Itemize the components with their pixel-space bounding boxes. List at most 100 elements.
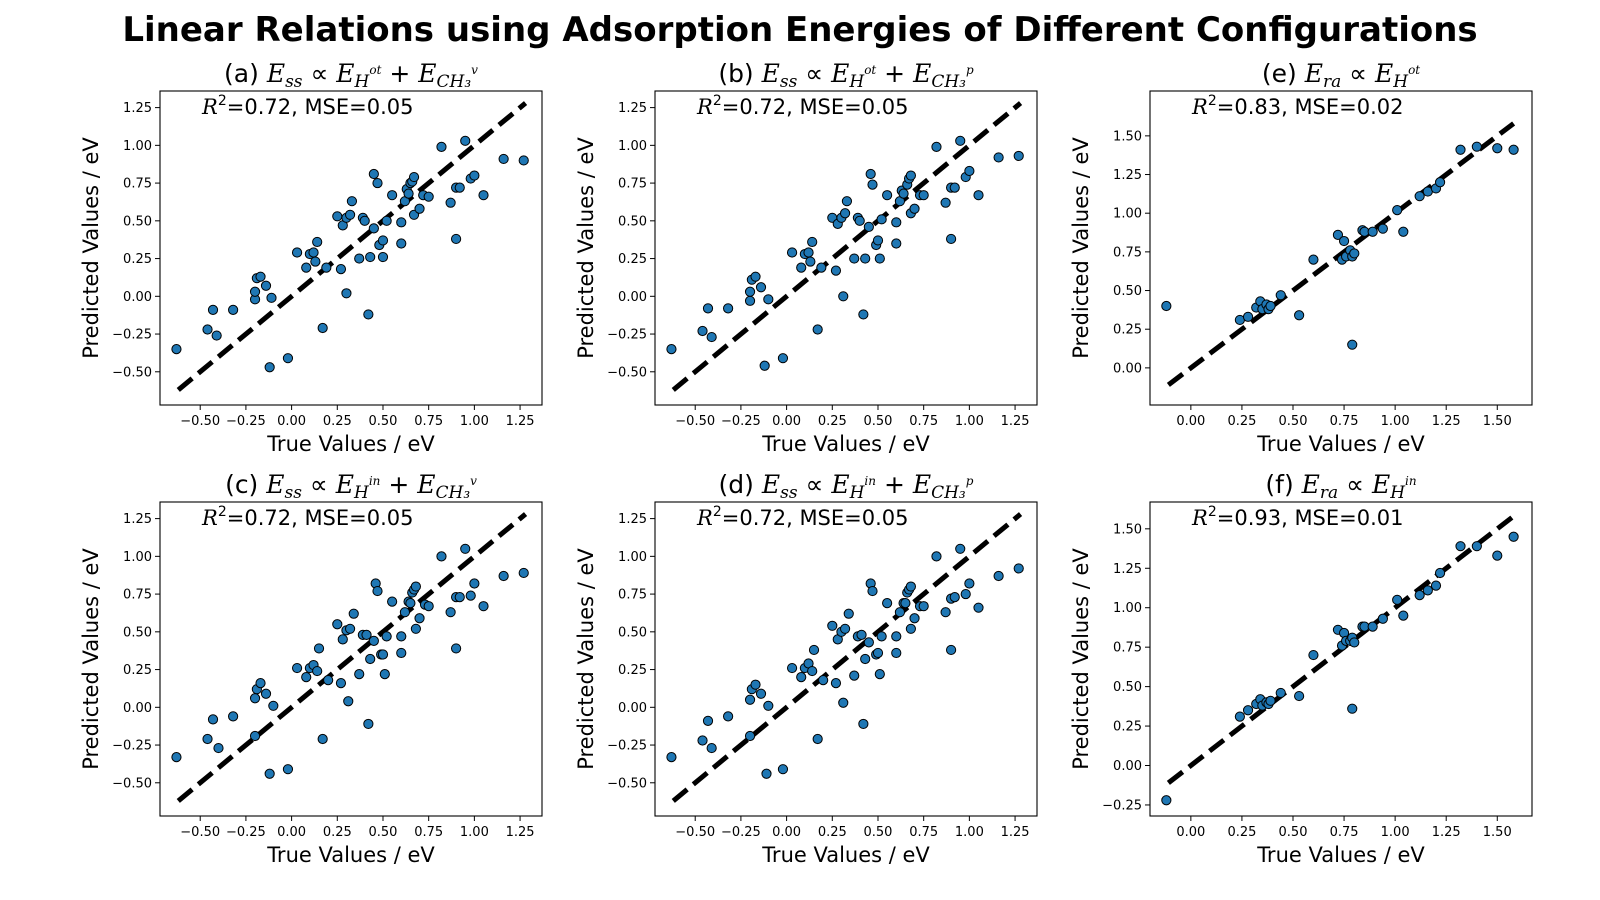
y-tick-label: −0.50 [112,776,152,791]
fit-line [671,101,1023,392]
data-point [454,592,465,603]
data-point [381,631,392,642]
data-point [818,675,829,686]
data-point [249,693,261,704]
data-point [1377,223,1388,234]
data-point [763,294,774,305]
data-point [702,303,714,314]
metrics-annotation: R2=0.72, MSE=0.05 [201,93,414,119]
data-point [706,742,717,754]
x-axis-label: True Values / eV [761,432,930,456]
data-point [1161,795,1172,806]
x-tick-label: 0.75 [909,414,938,429]
x-tick-label: −0.50 [180,414,220,429]
x-tick-label: 0.75 [1330,825,1359,840]
data-point [909,613,920,624]
y-tick-label: 0.00 [618,701,647,716]
data-point [882,598,893,609]
data-point [381,215,392,226]
data-point [856,629,867,640]
data-point [905,581,916,592]
x-tick-label: 1.25 [506,414,535,429]
data-point [905,623,916,634]
data-point [1367,621,1378,632]
data-point [1398,226,1409,237]
data-point [949,592,960,603]
data-point [403,188,414,199]
y-tick-label: 1.25 [123,101,152,116]
data-point [460,135,471,146]
data-point [317,322,328,334]
data-point [858,718,869,730]
data-point [335,678,347,689]
data-point [816,262,827,273]
metrics-annotation: R2=0.93, MSE=0.01 [1191,504,1404,530]
data-point [454,182,465,193]
x-tick-label: 0.25 [818,414,847,429]
data-point [387,596,398,607]
y-tick-label: −0.25 [607,739,647,754]
data-point [1349,637,1360,648]
data-point [858,309,869,320]
y-axis-label: Predicted Values / eV [1069,137,1093,359]
y-tick-label: 0.75 [123,588,152,603]
y-tick-label: 0.25 [1113,323,1142,338]
data-point [1434,567,1446,579]
data-point [812,733,823,745]
panel-title: (b) Ess ∝ EHot​ + ECH₃p​ [718,59,974,92]
panel-e: (e) Era ∝ EHot​ 0.00 0.25 0.50 0.75 1.00 1.25 1… [1069,59,1533,456]
data-point [171,344,182,355]
x-tick-label: 0.00 [1176,414,1205,429]
data-point [1308,254,1319,265]
data-point [860,653,871,665]
x-tick-label: 1.00 [1381,825,1410,840]
data-point [964,165,975,177]
panel-c: (c) Ess ∝ EHin​ + ECH₃v​ −0.50 −0.25 0.00 0.… [79,470,543,867]
x-tick-label: 0.50 [864,825,893,840]
data-point [365,251,376,263]
data-point [268,700,279,711]
data-point [1349,248,1360,259]
x-tick-label: 1.00 [955,414,984,429]
data-point [1242,311,1254,322]
data-point [1492,550,1503,561]
data-point [377,235,389,246]
data-point [1347,703,1358,714]
panel-b: (b) Ess ∝ EHot​ + ECH₃p​ −0.50 −0.25 0.00 0.… [574,59,1038,456]
data-point [839,208,851,219]
data-point [827,620,838,631]
data-point [478,601,489,612]
data-point [807,236,818,248]
x-tick-label: 1.50 [1483,414,1512,429]
y-tick-label: 0.75 [1113,245,1142,260]
data-point [1414,191,1425,202]
x-tick-label: 1.25 [1432,414,1461,429]
y-tick-label: −0.50 [112,365,152,380]
data-point [1332,229,1344,240]
data-point [1414,589,1425,601]
data-point [354,668,365,680]
data-point [838,291,849,302]
data-point [1471,541,1482,552]
x-tick-label: −0.25 [721,414,761,429]
data-point [1471,141,1482,152]
data-point [399,607,411,618]
data-point [849,253,860,264]
data-point [891,647,902,659]
data-point [697,325,708,337]
data-point [460,543,471,554]
data-point [1492,143,1503,154]
data-point [786,247,798,258]
data-point [1294,310,1305,321]
data-point [867,179,878,190]
data-point [891,631,902,642]
data-point [344,623,356,634]
data-point [414,613,425,624]
x-tick-label: 0.75 [1330,414,1359,429]
data-point [363,718,374,730]
y-tick-label: 1.00 [1113,207,1142,222]
data-point [863,221,874,232]
x-axis-label: True Values / eV [761,843,930,867]
y-tick-label: 0.00 [123,701,152,716]
x-tick-label: −0.25 [721,825,761,840]
